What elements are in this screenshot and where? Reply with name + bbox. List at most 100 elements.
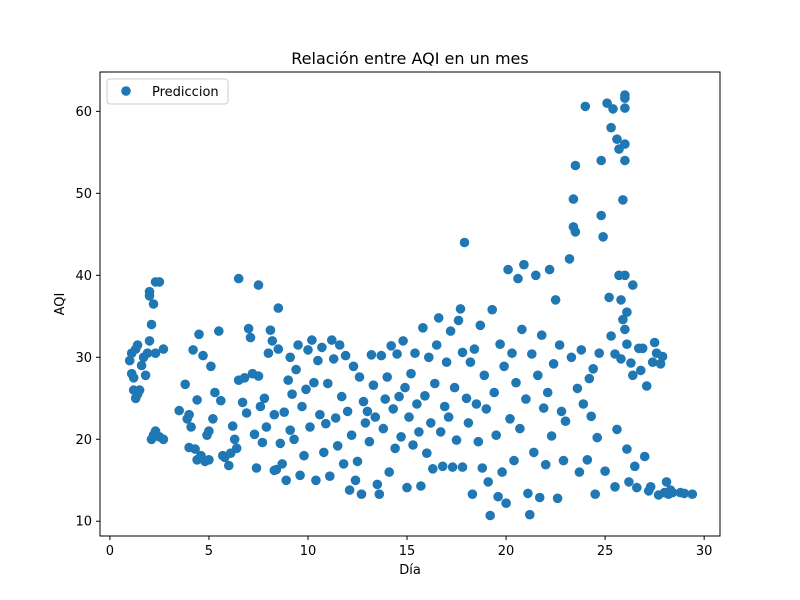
data-point — [641, 381, 652, 391]
data-point — [285, 425, 296, 436]
data-point — [475, 320, 486, 331]
data-point — [136, 360, 147, 371]
data-point — [362, 406, 373, 417]
data-point — [491, 430, 502, 441]
data-point — [485, 510, 496, 521]
data-point — [435, 427, 446, 437]
data-point — [128, 373, 139, 383]
data-point — [479, 370, 490, 381]
data-point — [301, 384, 311, 395]
y-tick-label: 10 — [75, 515, 92, 530]
x-tick-label: 15 — [399, 544, 416, 559]
data-point — [204, 426, 214, 436]
data-point — [277, 459, 288, 469]
data-point — [198, 350, 208, 361]
data-point — [608, 104, 618, 114]
data-point — [150, 348, 161, 359]
data-point — [229, 434, 240, 445]
data-point — [184, 409, 194, 420]
data-point — [511, 377, 521, 388]
data-point — [323, 378, 333, 389]
data-point — [140, 370, 151, 381]
data-point — [657, 351, 668, 362]
data-point — [428, 464, 438, 474]
data-point — [487, 304, 498, 315]
data-point — [527, 349, 537, 359]
data-point — [550, 295, 561, 305]
data-point — [303, 345, 313, 355]
data-point — [560, 416, 571, 427]
x-tick-label: 20 — [498, 544, 515, 559]
data-point — [259, 393, 270, 404]
data-point — [299, 450, 309, 461]
data-point — [501, 498, 511, 509]
data-point — [544, 264, 555, 275]
data-point — [227, 421, 238, 431]
data-point — [394, 391, 404, 402]
data-point — [336, 391, 347, 402]
data-point — [372, 479, 383, 490]
data-point — [291, 364, 301, 375]
data-point — [600, 466, 610, 477]
data-point — [307, 335, 317, 345]
data-point — [618, 314, 628, 325]
data-point — [158, 344, 169, 354]
data-point — [311, 475, 321, 486]
data-point — [214, 326, 224, 336]
data-point — [590, 489, 600, 500]
data-point — [346, 430, 357, 441]
data-point — [624, 477, 634, 487]
data-point — [620, 93, 630, 103]
data-point — [426, 418, 436, 428]
data-point — [144, 291, 155, 301]
y-tick-label: 60 — [75, 105, 92, 120]
data-point — [295, 470, 305, 481]
data-point — [344, 485, 355, 495]
data-point — [144, 336, 155, 346]
data-point — [285, 352, 296, 363]
y-axis-ticks: 10 20 30 40 50 60 — [75, 105, 100, 530]
plot-frame — [99, 71, 721, 537]
data-point — [443, 412, 454, 422]
data-point — [588, 364, 598, 374]
x-tick-label: 5 — [205, 544, 213, 559]
data-point — [412, 399, 422, 409]
data-point — [358, 396, 369, 407]
data-point — [586, 411, 596, 422]
data-point — [263, 348, 274, 359]
data-point — [376, 350, 387, 361]
data-point — [596, 210, 606, 221]
data-point — [628, 280, 638, 290]
data-point — [279, 407, 290, 418]
data-point — [598, 232, 608, 242]
data-point — [245, 332, 256, 343]
data-point — [576, 345, 587, 355]
data-point — [340, 350, 351, 361]
data-point — [505, 414, 515, 424]
chart-title: Relación entre AQI en un mes — [291, 49, 528, 68]
data-point — [534, 492, 545, 503]
data-point — [679, 488, 690, 499]
data-point — [519, 259, 529, 270]
data-point — [483, 477, 494, 487]
data-point — [580, 101, 591, 112]
data-point — [313, 355, 323, 366]
data-point — [253, 280, 264, 290]
data-point — [431, 340, 442, 350]
data-point — [188, 345, 198, 355]
data-point — [606, 331, 616, 341]
data-point — [354, 372, 365, 382]
data-point — [325, 471, 335, 482]
data-point — [503, 264, 513, 275]
data-point — [275, 438, 286, 449]
data-point — [146, 319, 157, 330]
data-point — [257, 437, 268, 448]
data-point — [667, 487, 678, 498]
data-point — [430, 378, 440, 389]
data-point — [243, 323, 254, 334]
data-point — [297, 401, 307, 412]
data-point — [402, 482, 412, 493]
data-point — [439, 401, 450, 412]
data-point — [556, 406, 567, 417]
